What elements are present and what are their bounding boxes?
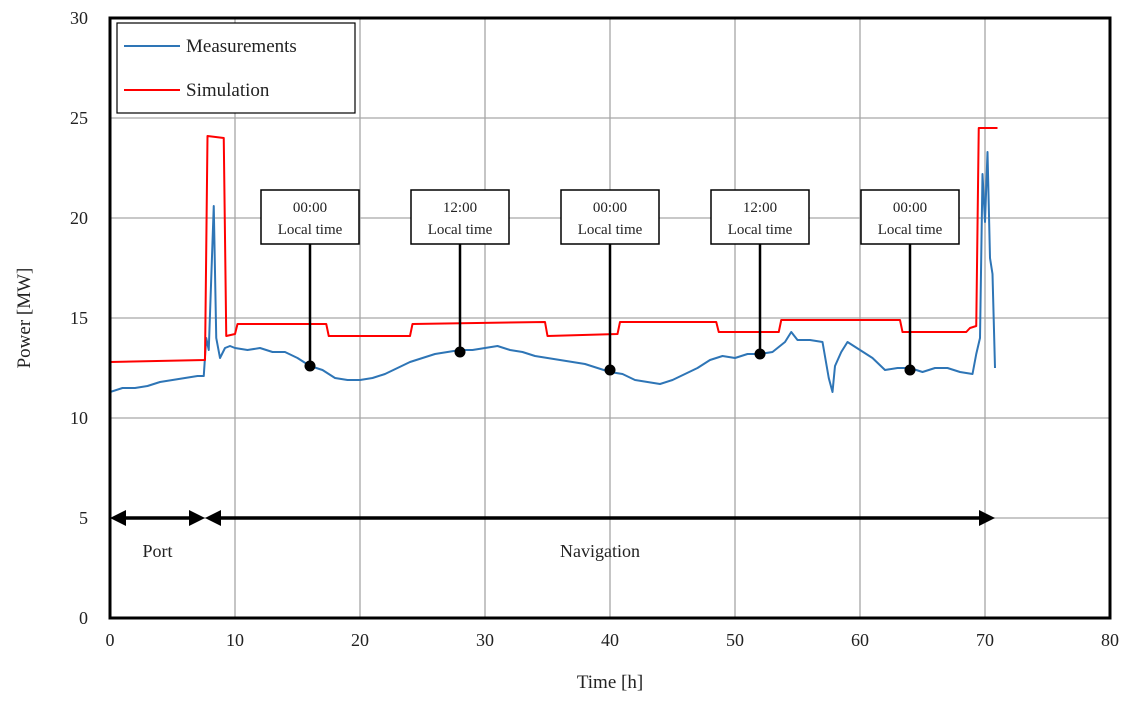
series-layer (110, 127, 998, 393)
annotation-time: 00:00 (593, 200, 627, 216)
annotation-caption: Local time (578, 222, 643, 238)
legend-label: Simulation (186, 80, 270, 101)
annotation-time: 00:00 (293, 200, 327, 216)
annotation-caption: Local time (278, 222, 343, 238)
x-tick-label: 0 (106, 630, 115, 650)
y-tick-label: 20 (70, 208, 88, 228)
x-tick-label: 30 (476, 630, 494, 650)
annotation-time: 12:00 (743, 200, 777, 216)
annotation-marker (754, 348, 766, 360)
annotation-marker (304, 360, 316, 372)
annotation-box (260, 189, 360, 245)
x-axis-title: Time [h] (577, 672, 643, 693)
series-line-simulation (110, 127, 998, 363)
y-tick-label: 30 (70, 8, 88, 28)
y-tick-label: 5 (79, 508, 88, 528)
annotation-time: 12:00 (443, 200, 477, 216)
arrow-head-right-icon (189, 510, 205, 526)
legend: Measurements Simulation (116, 22, 356, 114)
x-tick-label: 60 (851, 630, 869, 650)
x-tick-label: 80 (1101, 630, 1119, 650)
region-label: Navigation (560, 541, 640, 561)
arrow-head-left-icon (110, 510, 126, 526)
x-tick-label: 10 (226, 630, 244, 650)
annotation-caption: Local time (878, 222, 943, 238)
annotation-layer: 00:00 Local time 12:00 Local time 00:00 Local… (260, 189, 960, 376)
annotation-marker (604, 364, 616, 376)
x-tick-label: 50 (726, 630, 744, 650)
region-label: Port (142, 541, 172, 561)
annotation-time: 00:00 (893, 200, 927, 216)
annotation-marker (454, 346, 466, 358)
y-tick-label: 15 (70, 308, 88, 328)
y-axis-title: Power [MW] (14, 268, 35, 369)
annotation-box (710, 189, 810, 245)
series-line-measurements (110, 151, 996, 393)
annotation-box (860, 189, 960, 245)
arrow-head-right-icon (979, 510, 995, 526)
annotation-box (560, 189, 660, 245)
y-tick-label: 25 (70, 108, 88, 128)
y-tick-label: 0 (79, 608, 88, 628)
tick-labels: 0 10 20 30 40 50 60 70 80 0 5 10 15 20 25 30 (70, 8, 1119, 650)
x-tick-label: 40 (601, 630, 619, 650)
annotation-caption: Local time (428, 222, 493, 238)
x-tick-label: 20 (351, 630, 369, 650)
annotation-caption: Local time (728, 222, 793, 238)
plot-frame (108, 16, 1112, 620)
arrow-head-left-icon (205, 510, 221, 526)
x-tick-label: 70 (976, 630, 994, 650)
legend-label: Measurements (186, 36, 297, 57)
y-tick-label: 10 (70, 408, 88, 428)
annotation-marker (904, 364, 916, 376)
annotation-box (410, 189, 510, 245)
legend-box (116, 22, 356, 114)
region-layer: Port Navigation (110, 510, 995, 561)
